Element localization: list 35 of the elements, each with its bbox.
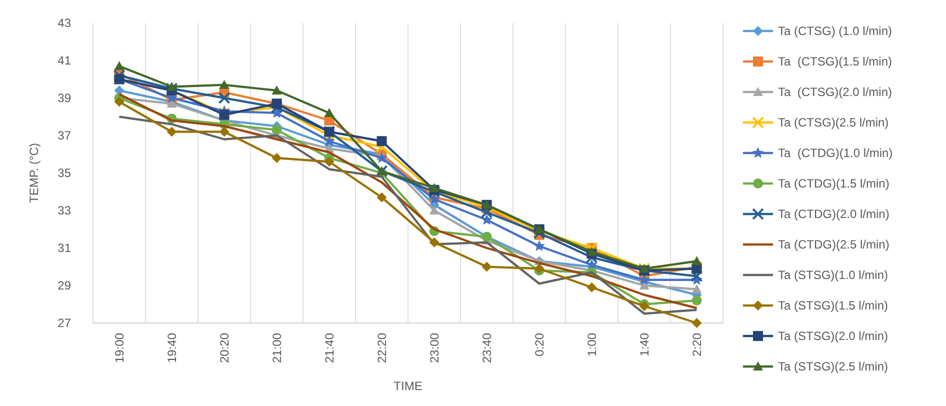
x-tick-label: 22:20 [374, 332, 389, 364]
y-tick-label: 43 [58, 16, 72, 30]
x-tick-label: 21:40 [322, 332, 336, 364]
y-tick-label: 33 [58, 204, 72, 218]
legend-label: Ta (CTDG)(1.0 l/min) [778, 146, 893, 160]
legend-label: Ta (STSG)(2.0 l/min) [778, 329, 888, 344]
legend-label: Ta (STSG)(1.5 l/min) [778, 298, 888, 313]
y-tick-label: 37 [58, 128, 72, 143]
x-tick-label: 20:20 [217, 332, 232, 364]
x-tick-label: 19:40 [164, 332, 179, 364]
y-tick-label: 27 [58, 316, 72, 330]
x-tick-label: 1:00 [584, 332, 599, 356]
y-axis-title: TEMP. (°C) [27, 143, 41, 203]
y-tick-label: 29 [58, 278, 72, 293]
x-tick-label: 1:40 [637, 332, 652, 356]
x-tick-label: 23:40 [480, 332, 494, 364]
x-tick-label: 23:00 [427, 332, 442, 364]
x-tick-label: 2:20 [690, 332, 704, 356]
legend-label: Ta (CTDG)(2.5 l/min) [778, 238, 890, 252]
y-tick-label: 35 [58, 166, 72, 180]
legend-label: Ta (CTDG)(1.5 l/min) [778, 176, 890, 191]
x-tick-label: 0:20 [532, 332, 546, 356]
x-tick-label: 19:00 [112, 332, 126, 364]
legend-label: Ta (CTSG)(2.5 l/min) [778, 116, 889, 130]
legend-label: Ta (CTDG)(2.0 l/min) [778, 207, 890, 222]
legend-label: Ta (STSG)(1.0 l/min) [778, 268, 888, 282]
y-tick-label: 31 [58, 241, 72, 256]
y-tick-label: 39 [58, 91, 72, 106]
legend-label: Ta (CTSG) (1.0 l/min) [778, 24, 892, 38]
y-tick-label: 41 [58, 54, 72, 68]
legend-label: Ta (STSG)(2.5 l/min) [778, 360, 888, 374]
x-axis-title: TIME [394, 379, 422, 393]
legend-label: Ta (CTSG)(1.5 l/min) [778, 54, 892, 69]
legend-label: Ta (CTSG)(2.0 l/min) [778, 85, 892, 100]
x-tick-label: 21:00 [270, 332, 284, 364]
